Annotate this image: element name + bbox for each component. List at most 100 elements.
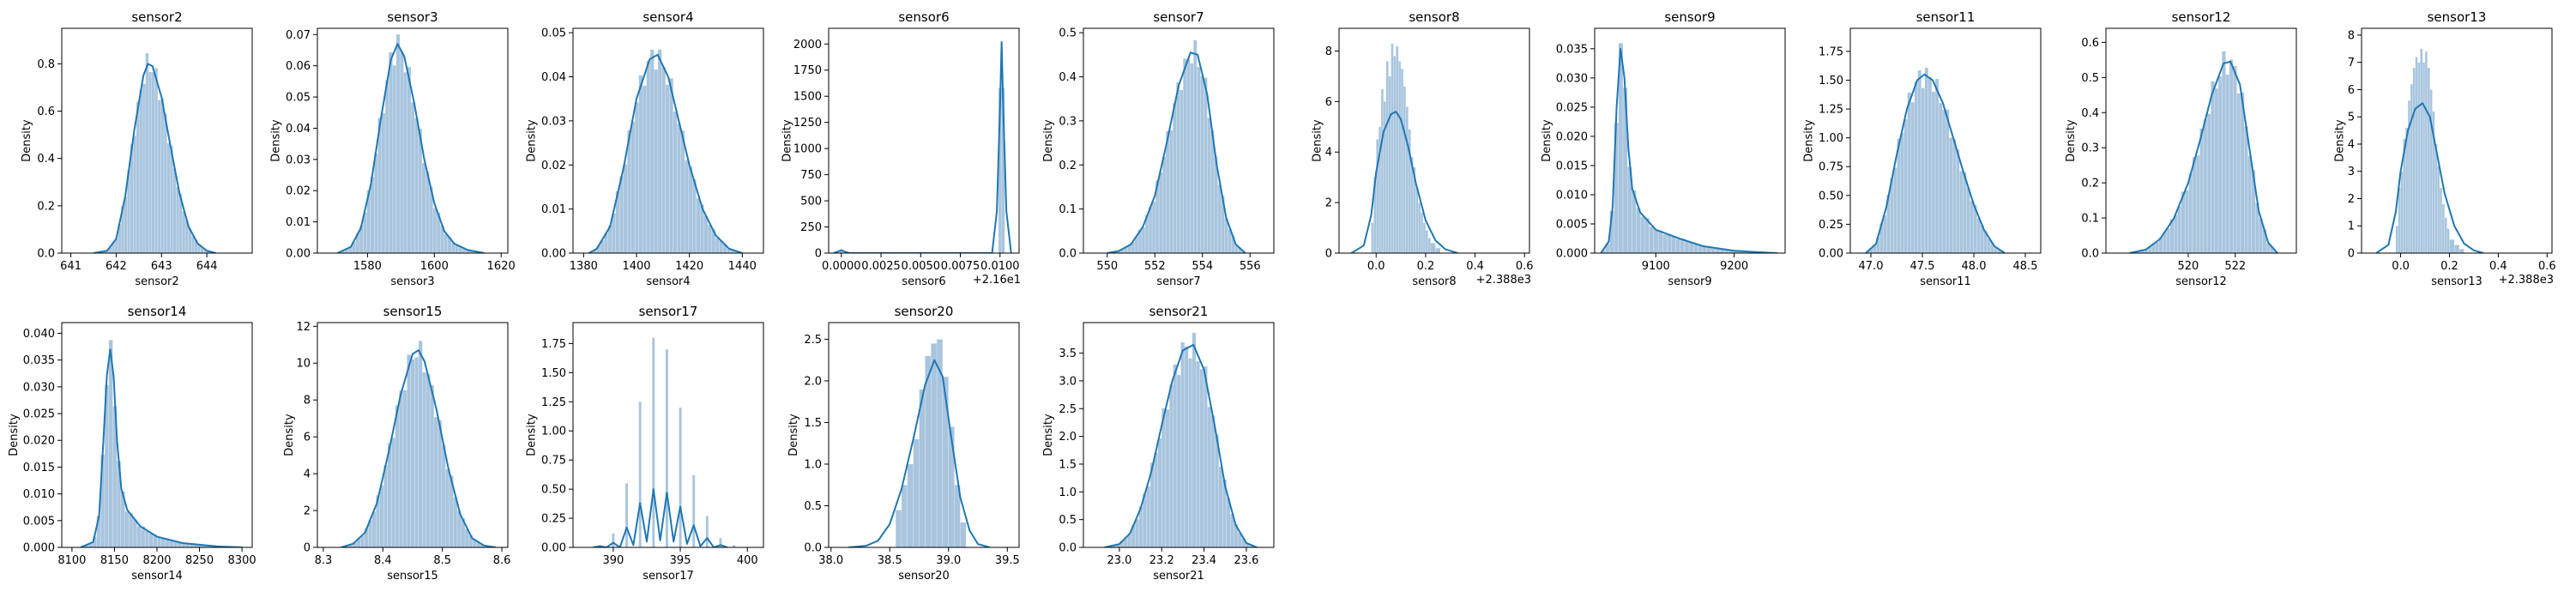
histogram-bar xyxy=(1196,360,1200,547)
histogram-bar xyxy=(410,101,415,253)
histogram-bar xyxy=(2155,241,2160,253)
x-axis-label: sensor3 xyxy=(390,275,434,288)
histogram-bar xyxy=(1176,374,1181,547)
y-tick-label: 0.00 xyxy=(286,248,311,261)
histogram-bar xyxy=(1903,118,1908,253)
y-tick-label: 10 xyxy=(296,358,311,371)
subplot-title: sensor20 xyxy=(895,304,954,319)
y-tick-label: 8 xyxy=(1325,45,1332,58)
histogram-bar xyxy=(1435,247,1441,253)
histogram-bar xyxy=(414,357,419,547)
x-tick-label: 1380 xyxy=(570,260,598,273)
histogram-bar xyxy=(619,176,624,253)
histogram-bar xyxy=(2444,217,2447,253)
y-tick-label: 0 xyxy=(2348,248,2355,261)
axes-frame xyxy=(1083,322,1275,548)
histogram-bar xyxy=(654,69,659,253)
histogram-bar xyxy=(2217,76,2223,253)
y-axis-label: Density xyxy=(2065,119,2078,162)
histogram-bar xyxy=(1135,518,1139,547)
histogram-bar xyxy=(1405,106,1409,253)
histogram-bar xyxy=(1907,92,1911,253)
subplot-title: sensor11 xyxy=(1916,9,1976,25)
x-offset-label: +2.388e3 xyxy=(1476,274,1531,287)
histogram-bar xyxy=(680,130,685,253)
histogram-bar xyxy=(1146,486,1151,547)
y-tick-label: 6 xyxy=(304,432,311,444)
histogram-bar xyxy=(2188,173,2193,253)
x-axis-label: sensor14 xyxy=(131,570,183,583)
y-tick-label: 2.0 xyxy=(1059,431,1077,444)
y-tick-label: 0.00 xyxy=(1819,248,1843,261)
axes-frame xyxy=(2361,27,2553,254)
histogram-bar xyxy=(1173,364,1178,547)
x-tick-label: 8250 xyxy=(185,554,214,567)
subplot-sensor3: 1580 1600 1620 0.00 0.01 0.02 0.03 0.04 0.05 0.06… xyxy=(270,9,516,288)
histogram-bar xyxy=(433,417,438,547)
y-axis-label: Density xyxy=(1541,119,1553,162)
subplot-sensor15: 8.3 8.4 8.5 8.6 0 2 4 6 8 10 12 sensor15 sensor15 Den… xyxy=(283,304,511,583)
histogram-bar xyxy=(1959,171,1964,253)
histogram-bar xyxy=(1653,229,1659,253)
histogram-bar xyxy=(2454,245,2459,253)
y-tick-label: 0.00 xyxy=(541,542,566,555)
histogram-bar xyxy=(1688,242,1694,253)
histogram-bar xyxy=(136,101,140,253)
x-tick-label: 8.6 xyxy=(493,554,511,567)
x-tick-label: 0.6 xyxy=(1516,260,1534,273)
histogram-bar xyxy=(402,390,407,547)
x-tick-label: 8200 xyxy=(142,554,171,567)
histogram-bar xyxy=(1210,415,1216,547)
histogram-bar xyxy=(2415,57,2418,253)
x-axis-label: sensor11 xyxy=(1920,275,1971,288)
histogram-bar xyxy=(154,68,159,253)
y-tick-label: 0.010 xyxy=(1556,189,1588,202)
histogram-bar xyxy=(422,372,427,547)
histogram-bar xyxy=(133,136,137,253)
y-tick-label: 0.02 xyxy=(541,160,566,172)
plot-area xyxy=(2375,48,2484,253)
histogram-bar xyxy=(1180,341,1185,547)
x-tick-label: 23.6 xyxy=(1234,554,1258,567)
histogram-bar xyxy=(2441,203,2445,253)
y-tick-label: 2.5 xyxy=(1059,403,1077,416)
histogram-bar xyxy=(370,176,375,253)
histogram-bar xyxy=(124,510,130,547)
y-tick-label: 0.035 xyxy=(1556,43,1588,56)
y-tick-label: 0.75 xyxy=(541,455,566,468)
histogram-bar xyxy=(384,80,389,253)
histogram-bar xyxy=(1207,406,1212,547)
histogram-bar xyxy=(425,373,431,547)
histogram-bar xyxy=(1644,217,1650,253)
y-tick-label: 0 xyxy=(304,542,311,555)
histogram-bar xyxy=(1176,82,1180,253)
histogram-bar xyxy=(907,463,914,547)
x-tick-label: 550 xyxy=(1096,260,1118,273)
histogram-bar xyxy=(1385,61,1389,253)
histogram-bar xyxy=(1430,243,1436,253)
y-tick-label: 6 xyxy=(2348,84,2355,97)
histogram-bar xyxy=(1191,332,1197,547)
histogram-bar xyxy=(1966,187,1970,253)
x-tick-label: 0.2 xyxy=(1417,260,1435,273)
y-tick-label: 1.00 xyxy=(541,426,566,438)
plot-area xyxy=(1600,43,1778,253)
histogram-bar xyxy=(692,178,697,253)
axes-frame xyxy=(317,322,509,548)
histogram-bar xyxy=(1383,101,1386,253)
histogram-bar xyxy=(2247,155,2253,253)
histogram-bar xyxy=(418,341,423,547)
histogram-bar xyxy=(642,85,647,253)
kde-line xyxy=(1865,73,2006,253)
x-tick-label: 1580 xyxy=(353,260,382,273)
histogram-bar xyxy=(2192,156,2197,253)
histogram-bar xyxy=(407,354,412,547)
kde-line xyxy=(1600,47,1777,253)
subplot-title: sensor4 xyxy=(642,9,693,25)
y-tick-label: 0.0 xyxy=(1059,248,1077,261)
x-offset-label: +2.388e3 xyxy=(2499,274,2554,287)
y-tick-label: 0.25 xyxy=(541,513,566,526)
histogram-bar xyxy=(1921,88,1926,253)
y-tick-label: 0.03 xyxy=(286,154,311,166)
histogram-bar xyxy=(954,485,961,547)
